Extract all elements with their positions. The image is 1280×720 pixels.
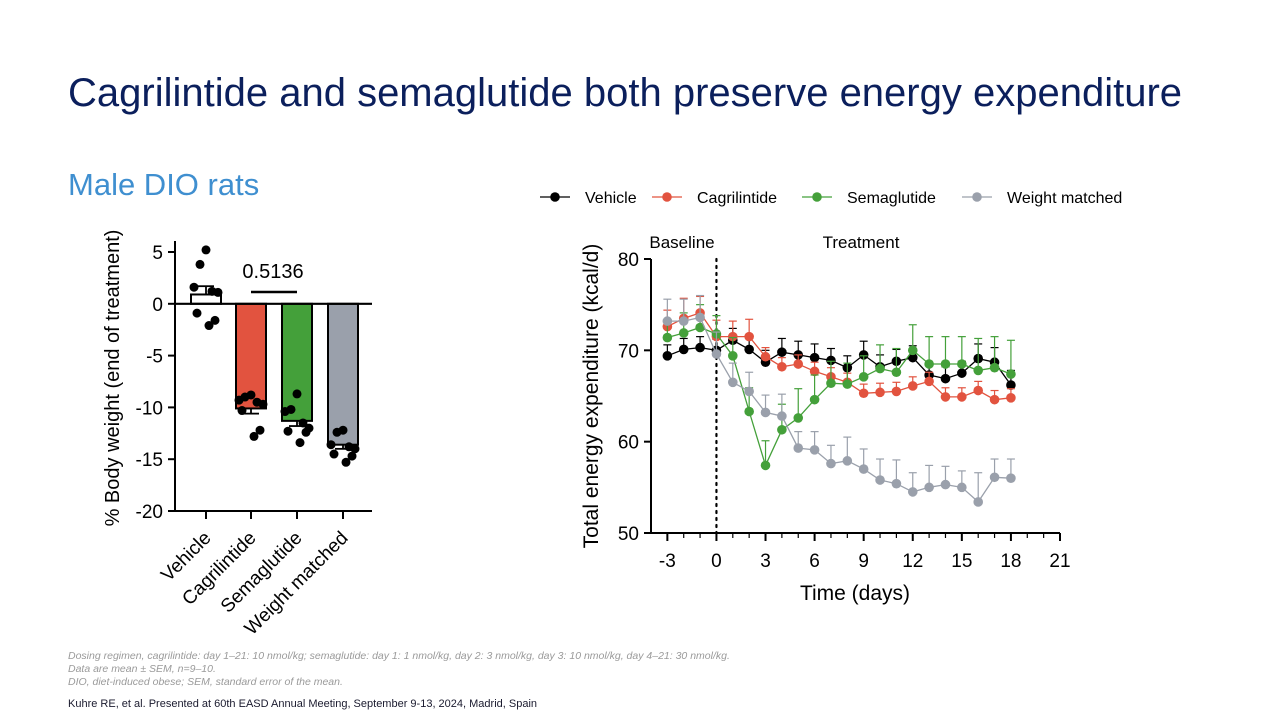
footnote-line: Dosing regimen, cagrilintide: day 1–21: … <box>68 650 730 662</box>
y-tick-label: 5 <box>152 243 163 264</box>
data-point <box>329 449 339 459</box>
data-point <box>292 389 302 399</box>
data-point <box>249 431 259 441</box>
data-point <box>350 444 360 454</box>
p-value-annotation: 0.5136 <box>242 261 303 283</box>
y-axis-label: % Body weight (end of treatment) <box>102 230 124 527</box>
data-point <box>283 426 293 436</box>
data-point <box>237 406 247 416</box>
data-point <box>189 282 199 292</box>
bar-semaglutide <box>281 302 313 422</box>
data-point <box>347 451 357 461</box>
y-tick-label: -10 <box>136 398 163 419</box>
data-point <box>326 440 336 450</box>
data-point <box>234 395 244 405</box>
bar-weight-matched <box>327 302 359 446</box>
data-point <box>332 427 342 437</box>
data-point <box>255 425 265 435</box>
y-tick-label: -15 <box>136 450 163 471</box>
data-point <box>195 259 205 269</box>
data-point <box>210 315 220 325</box>
footnote-line: Data are mean ± SEM, n=9–10. <box>68 663 216 675</box>
data-point <box>213 287 223 297</box>
data-point <box>298 418 308 428</box>
data-point <box>295 438 305 448</box>
data-point <box>341 457 351 467</box>
y-tick-label: 0 <box>152 295 163 316</box>
data-point <box>280 407 290 417</box>
slide-subtitle: Male DIO rats <box>68 167 260 202</box>
data-point <box>258 399 268 409</box>
citation: Kuhre RE, et al. Presented at 60th EASD … <box>68 698 538 710</box>
footnote-line: DIO, diet-induced obese; SEM, standard e… <box>68 676 343 688</box>
data-point <box>204 321 214 331</box>
data-point <box>301 427 311 437</box>
data-point <box>192 308 202 318</box>
slide-title: Cagrilintide and semaglutide both preser… <box>68 71 1183 115</box>
y-tick-label: -5 <box>146 347 163 368</box>
y-tick-label: -20 <box>136 502 163 523</box>
footnotes: Dosing regimen, cagrilintide: day 1–21: … <box>68 650 730 689</box>
data-point <box>201 245 211 255</box>
